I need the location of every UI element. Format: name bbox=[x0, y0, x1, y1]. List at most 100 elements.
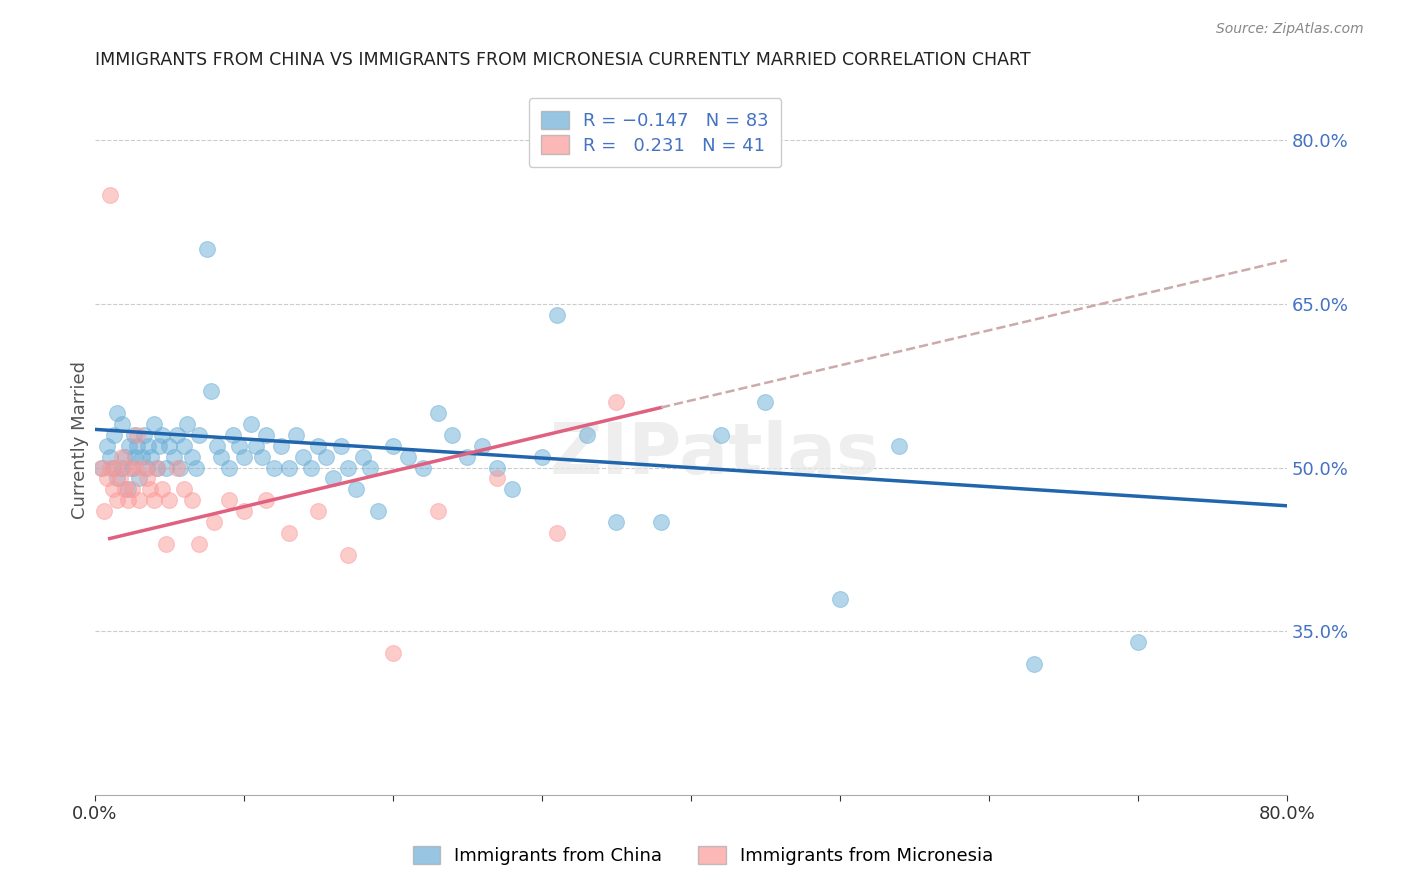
Point bbox=[157, 493, 180, 508]
Point bbox=[110, 460, 132, 475]
Point bbox=[143, 493, 166, 508]
Point bbox=[110, 417, 132, 431]
Point bbox=[232, 450, 254, 464]
Point bbox=[486, 460, 509, 475]
Point bbox=[381, 646, 404, 660]
Point bbox=[141, 450, 163, 464]
Point bbox=[93, 504, 115, 518]
Legend: Immigrants from China, Immigrants from Micronesia: Immigrants from China, Immigrants from M… bbox=[402, 835, 1004, 876]
Point bbox=[169, 460, 191, 475]
Point bbox=[245, 439, 267, 453]
Legend: R = −0.147   N = 83, R =   0.231   N = 41: R = −0.147 N = 83, R = 0.231 N = 41 bbox=[529, 98, 782, 168]
Point bbox=[456, 450, 478, 464]
Point bbox=[110, 450, 132, 464]
Point bbox=[138, 439, 160, 453]
Point bbox=[128, 471, 150, 485]
Point bbox=[471, 439, 494, 453]
Point bbox=[180, 493, 202, 508]
Point bbox=[163, 450, 186, 464]
Point bbox=[98, 187, 121, 202]
Point bbox=[352, 450, 374, 464]
Point bbox=[125, 427, 148, 442]
Point bbox=[828, 591, 851, 606]
Point bbox=[1022, 657, 1045, 671]
Point bbox=[108, 471, 131, 485]
Point bbox=[125, 439, 148, 453]
Point bbox=[103, 427, 125, 442]
Point bbox=[148, 439, 170, 453]
Point bbox=[315, 450, 337, 464]
Point bbox=[146, 460, 169, 475]
Point bbox=[121, 460, 143, 475]
Point bbox=[124, 450, 146, 464]
Point bbox=[122, 427, 145, 442]
Point bbox=[546, 526, 568, 541]
Point bbox=[188, 427, 211, 442]
Point bbox=[114, 450, 136, 464]
Point bbox=[359, 460, 381, 475]
Point bbox=[228, 439, 250, 453]
Point bbox=[889, 439, 911, 453]
Y-axis label: Currently Married: Currently Married bbox=[72, 361, 89, 519]
Point bbox=[155, 537, 177, 551]
Point bbox=[277, 460, 299, 475]
Point bbox=[530, 450, 553, 464]
Point bbox=[188, 537, 211, 551]
Point bbox=[150, 427, 173, 442]
Point bbox=[117, 493, 139, 508]
Point bbox=[322, 471, 344, 485]
Point bbox=[91, 460, 114, 475]
Point bbox=[270, 439, 292, 453]
Point bbox=[240, 417, 263, 431]
Point bbox=[284, 427, 307, 442]
Point bbox=[546, 308, 568, 322]
Point bbox=[114, 483, 136, 497]
Point bbox=[277, 526, 299, 541]
Point bbox=[202, 515, 225, 529]
Point bbox=[426, 504, 449, 518]
Point bbox=[211, 450, 233, 464]
Point bbox=[250, 450, 273, 464]
Point bbox=[131, 450, 153, 464]
Point bbox=[117, 483, 139, 497]
Point bbox=[105, 406, 128, 420]
Point bbox=[173, 483, 195, 497]
Point bbox=[307, 504, 329, 518]
Point bbox=[200, 384, 222, 399]
Point bbox=[307, 439, 329, 453]
Point bbox=[143, 417, 166, 431]
Point bbox=[96, 439, 118, 453]
Point bbox=[139, 483, 162, 497]
Point bbox=[367, 504, 389, 518]
Point bbox=[337, 548, 360, 562]
Point bbox=[254, 427, 277, 442]
Point bbox=[136, 460, 159, 475]
Point bbox=[136, 471, 159, 485]
Point bbox=[650, 515, 672, 529]
Point bbox=[180, 450, 202, 464]
Point bbox=[218, 460, 240, 475]
Point bbox=[501, 483, 523, 497]
Point bbox=[132, 460, 155, 475]
Point bbox=[710, 427, 733, 442]
Point bbox=[101, 460, 124, 475]
Point bbox=[754, 395, 776, 409]
Point bbox=[195, 242, 218, 256]
Text: Source: ZipAtlas.com: Source: ZipAtlas.com bbox=[1216, 22, 1364, 37]
Point bbox=[157, 439, 180, 453]
Text: IMMIGRANTS FROM CHINA VS IMMIGRANTS FROM MICRONESIA CURRENTLY MARRIED CORRELATIO: IMMIGRANTS FROM CHINA VS IMMIGRANTS FROM… bbox=[94, 51, 1031, 69]
Point bbox=[205, 439, 228, 453]
Point bbox=[101, 483, 124, 497]
Point bbox=[486, 471, 509, 485]
Point bbox=[176, 417, 198, 431]
Point bbox=[381, 439, 404, 453]
Point bbox=[150, 483, 173, 497]
Point bbox=[121, 483, 143, 497]
Point bbox=[118, 439, 141, 453]
Point bbox=[575, 427, 598, 442]
Point bbox=[146, 460, 169, 475]
Point bbox=[98, 450, 121, 464]
Point bbox=[184, 460, 207, 475]
Point bbox=[166, 427, 188, 442]
Point bbox=[218, 493, 240, 508]
